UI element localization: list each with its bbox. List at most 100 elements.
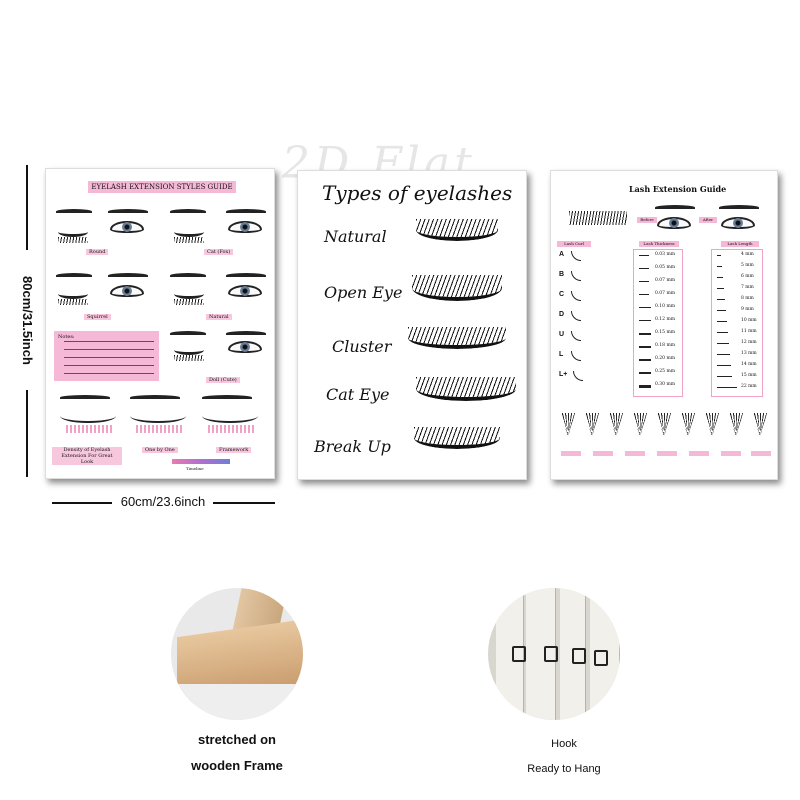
thickness-value: 0.25 mm — [655, 369, 675, 374]
lash-fan-icon — [561, 413, 575, 435]
lash-icon — [58, 237, 88, 243]
eyebrow-icon — [170, 209, 206, 214]
lash-icon — [174, 355, 204, 361]
fan-tag — [657, 451, 677, 456]
length-column — [711, 249, 763, 397]
closed-eye-icon — [130, 409, 186, 423]
lash-fan-icon — [609, 413, 623, 435]
styles-guide-title: EYELASH EXTENSION STYLES GUIDE — [88, 181, 236, 193]
eyebrow-icon — [108, 209, 148, 214]
iris-icon — [122, 286, 132, 296]
fan-tag — [689, 451, 709, 456]
closed-eye-icon — [58, 289, 88, 299]
volume-lash-icon — [569, 211, 627, 225]
length-value: 4 mm — [741, 252, 754, 257]
notes-line — [64, 349, 154, 350]
closed-eye-icon — [60, 409, 116, 423]
thickness-bar — [639, 333, 651, 335]
length-bar — [717, 299, 725, 300]
canvas-edge — [496, 588, 524, 720]
length-bar — [717, 321, 727, 322]
thickness-value: 0.05 mm — [655, 265, 675, 270]
curl-icon — [571, 271, 581, 281]
style-caption-squirrel: Squirrel — [84, 314, 111, 320]
break-up-lash-icon — [414, 427, 500, 449]
eyebrow-icon — [108, 273, 148, 278]
thickness-value: 0.10 mm — [655, 304, 675, 309]
notes-line — [64, 341, 154, 342]
length-bar — [717, 310, 726, 311]
curl-icon — [573, 371, 583, 381]
after-tag: After — [699, 217, 717, 223]
lash-fan-icon — [657, 413, 671, 435]
curl-letter: L — [559, 351, 564, 358]
length-bar — [717, 255, 721, 256]
types-title: Types of eyelashes — [322, 181, 513, 205]
closed-eye-icon — [174, 345, 204, 355]
eyebrow-icon — [56, 209, 92, 214]
length-bar — [717, 332, 728, 333]
thickness-column — [633, 249, 683, 397]
curl-letter: C — [559, 291, 565, 298]
curl-letter: D — [559, 311, 565, 318]
notes-line — [64, 373, 154, 374]
eyebrow-icon — [60, 395, 110, 400]
notes-line — [64, 357, 154, 358]
natural-lash-icon — [416, 219, 498, 241]
lash-fan-icon — [705, 413, 719, 435]
type-label-cat-eye: Cat Eye — [326, 385, 390, 404]
curl-letter: U — [559, 331, 565, 338]
hook-icon — [572, 648, 586, 664]
type-label-break-up: Break Up — [314, 437, 391, 456]
lash-density-icon — [208, 425, 254, 433]
lash-thickness-tag: Lash Thickness — [639, 241, 679, 247]
curl-letter: B — [559, 271, 565, 278]
thickness-bar — [639, 346, 651, 348]
length-value: 13 mm — [741, 351, 757, 356]
poster-types-of-eyelashes: Types of eyelashes Natural Open Eye Clus… — [297, 170, 527, 480]
fan-tag — [625, 451, 645, 456]
length-bar — [717, 277, 723, 278]
curl-icon — [571, 311, 581, 321]
iris-icon — [733, 218, 743, 228]
style-caption-round: Round — [86, 249, 109, 255]
length-value: 5 mm — [741, 263, 754, 268]
length-bar — [717, 365, 731, 366]
eyebrow-icon — [130, 395, 180, 400]
timeline-label: Timeline — [186, 466, 204, 471]
iris-icon — [122, 222, 132, 232]
type-label-cluster: Cluster — [332, 337, 392, 356]
eyebrow-icon — [170, 331, 206, 336]
lash-icon — [58, 299, 88, 305]
fan-tag — [593, 451, 613, 456]
thickness-bar — [639, 359, 651, 361]
eyebrow-icon — [719, 205, 759, 210]
cat-eye-lash-icon — [416, 377, 516, 401]
fan-tag — [751, 451, 771, 456]
iris-icon — [240, 286, 250, 296]
thickness-value: 0.30 mm — [655, 382, 675, 387]
lash-icon — [174, 299, 204, 305]
thickness-value: 0.18 mm — [655, 343, 675, 348]
thickness-value: 0.03 mm — [655, 252, 675, 257]
lash-curl-tag: Lash Curl — [557, 241, 591, 247]
notes-line — [64, 365, 154, 366]
length-bar — [717, 343, 729, 344]
density-caption: Density of Eyelash Extension For Great L… — [52, 447, 122, 465]
eyebrow-icon — [56, 273, 92, 278]
framework-caption: Framework — [216, 447, 252, 453]
iris-icon — [240, 222, 250, 232]
curl-icon — [571, 251, 581, 261]
hook-icon — [512, 646, 526, 662]
closed-eye-icon — [174, 289, 204, 299]
hook-caption-line1: Hook — [551, 738, 577, 750]
frame-caption-line2: wooden Frame — [191, 758, 283, 773]
lash-density-icon — [136, 425, 182, 433]
hook-caption-line2: Ready to Hang — [527, 763, 601, 775]
iris-icon — [240, 342, 250, 352]
thickness-bar — [639, 268, 649, 269]
poster-lash-extension-guide: Lash Extension Guide Before After Lash C… — [550, 170, 778, 480]
eyebrow-icon — [202, 395, 252, 400]
type-label-open-eye: Open Eye — [324, 283, 403, 302]
thickness-value: 0.07 mm — [655, 278, 675, 283]
